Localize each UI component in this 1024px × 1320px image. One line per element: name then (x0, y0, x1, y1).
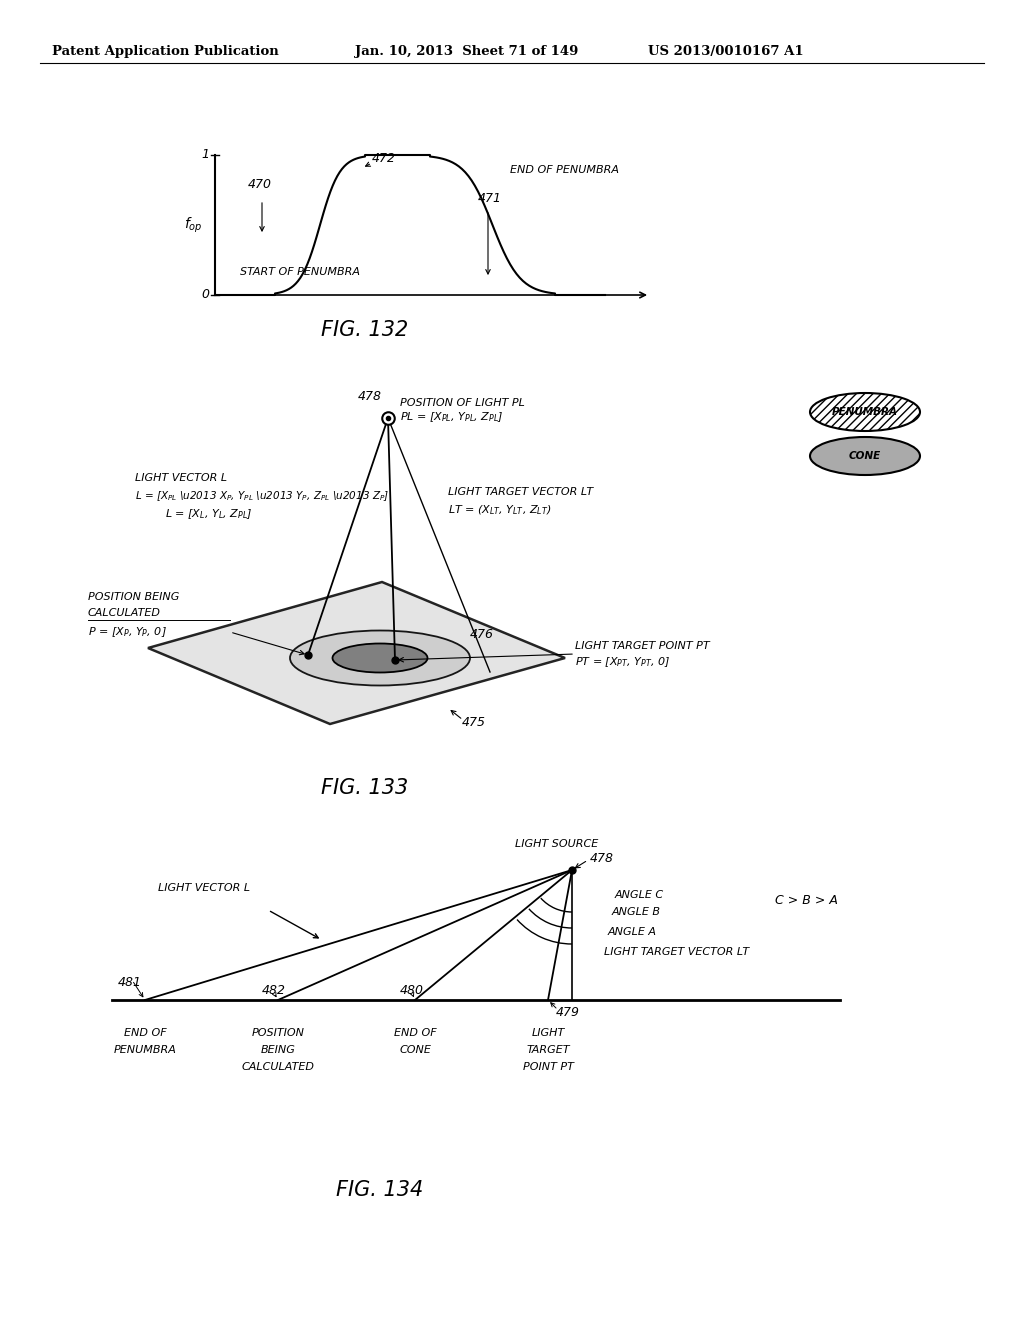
Text: PT = [$X_{PT}$, $Y_{PT}$, 0]: PT = [$X_{PT}$, $Y_{PT}$, 0] (575, 655, 670, 669)
Text: END OF PENUMBRA: END OF PENUMBRA (510, 165, 618, 176)
Text: CALCULATED: CALCULATED (242, 1063, 314, 1072)
Text: P = [$X_P$, $Y_P$, 0]: P = [$X_P$, $Y_P$, 0] (88, 626, 167, 639)
Text: POSITION BEING: POSITION BEING (88, 591, 179, 602)
Text: FIG. 133: FIG. 133 (322, 777, 409, 799)
Text: LIGHT TARGET VECTOR LT: LIGHT TARGET VECTOR LT (604, 946, 750, 957)
Text: LIGHT TARGET POINT PT: LIGHT TARGET POINT PT (575, 642, 710, 651)
Text: 470: 470 (248, 178, 272, 191)
Text: $f_{op}$: $f_{op}$ (183, 215, 203, 235)
Text: BEING: BEING (260, 1045, 296, 1055)
Text: 471: 471 (478, 191, 502, 205)
Text: US 2013/0010167 A1: US 2013/0010167 A1 (648, 45, 804, 58)
Text: Patent Application Publication: Patent Application Publication (52, 45, 279, 58)
Text: L = [$X_{PL}$ \u2013 $X_P$, $Y_{PL}$ \u2013 $Y_P$, $Z_{PL}$ \u2013 $Z_P$]: L = [$X_{PL}$ \u2013 $X_P$, $Y_{PL}$ \u2… (135, 490, 389, 503)
Text: LT = ($X_{LT}$, $Y_{LT}$, $Z_{LT}$): LT = ($X_{LT}$, $Y_{LT}$, $Z_{LT}$) (449, 503, 551, 517)
Text: C > B > A: C > B > A (775, 894, 838, 907)
Text: END OF: END OF (393, 1028, 436, 1038)
Polygon shape (148, 582, 565, 723)
Text: ANGLE C: ANGLE C (615, 890, 665, 900)
Text: 482: 482 (262, 983, 286, 997)
Text: ANGLE A: ANGLE A (608, 927, 657, 937)
Text: LIGHT TARGET VECTOR LT: LIGHT TARGET VECTOR LT (449, 487, 593, 498)
Text: POINT PT: POINT PT (522, 1063, 573, 1072)
Text: 479: 479 (556, 1006, 580, 1019)
Text: POSITION OF LIGHT PL: POSITION OF LIGHT PL (400, 399, 525, 408)
Text: PL = [$X_{PL}$, $Y_{PL}$, $Z_{PL}$]: PL = [$X_{PL}$, $Y_{PL}$, $Z_{PL}$] (400, 411, 504, 424)
Ellipse shape (333, 644, 427, 672)
Text: CONE: CONE (399, 1045, 431, 1055)
Text: 475: 475 (462, 715, 486, 729)
Text: POSITION: POSITION (252, 1028, 304, 1038)
Text: 478: 478 (590, 851, 614, 865)
Text: FIG. 132: FIG. 132 (322, 319, 409, 341)
Text: 481: 481 (118, 977, 142, 990)
Text: L = [$X_L$, $Y_L$, $Z_{PL}$]: L = [$X_L$, $Y_L$, $Z_{PL}$] (165, 507, 253, 521)
Text: PENUMBRA: PENUMBRA (831, 407, 898, 417)
Text: PENUMBRA: PENUMBRA (114, 1045, 176, 1055)
Text: CALCULATED: CALCULATED (88, 609, 161, 618)
Text: START OF PENUMBRA: START OF PENUMBRA (240, 267, 360, 277)
Text: Jan. 10, 2013  Sheet 71 of 149: Jan. 10, 2013 Sheet 71 of 149 (355, 45, 579, 58)
Text: 480: 480 (400, 983, 424, 997)
Ellipse shape (810, 437, 920, 475)
Text: LIGHT SOURCE: LIGHT SOURCE (515, 840, 599, 849)
Text: 478: 478 (358, 389, 382, 403)
Text: TARGET: TARGET (526, 1045, 569, 1055)
Text: ANGLE B: ANGLE B (612, 907, 662, 917)
Text: 476: 476 (470, 628, 494, 642)
Text: LIGHT: LIGHT (531, 1028, 564, 1038)
Text: 0: 0 (201, 289, 209, 301)
Ellipse shape (810, 393, 920, 432)
Ellipse shape (290, 631, 470, 685)
Text: LIGHT VECTOR L: LIGHT VECTOR L (158, 883, 250, 894)
Text: FIG. 134: FIG. 134 (336, 1180, 424, 1200)
Text: LIGHT VECTOR L: LIGHT VECTOR L (135, 473, 227, 483)
Text: CONE: CONE (849, 451, 881, 461)
Text: 1: 1 (201, 149, 209, 161)
Text: END OF: END OF (124, 1028, 166, 1038)
Text: 472: 472 (372, 152, 396, 165)
